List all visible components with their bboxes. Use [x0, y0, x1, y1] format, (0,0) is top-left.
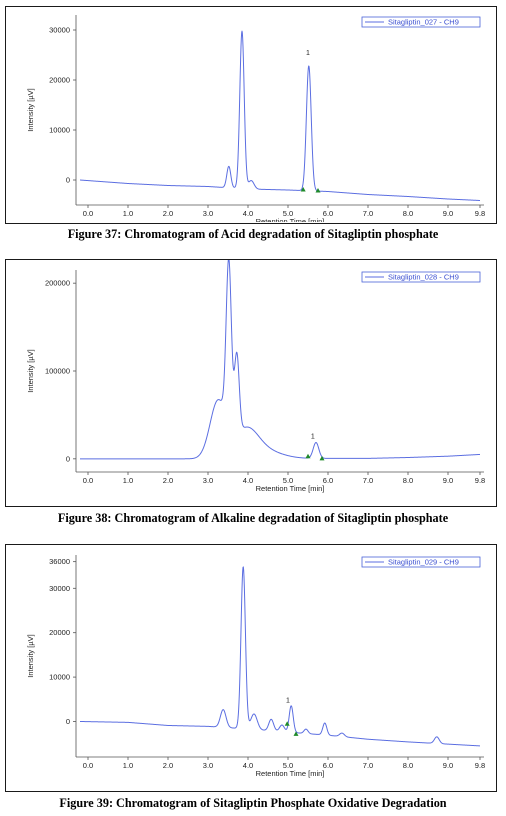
x-tick-label: 0.0 [83, 761, 93, 770]
figure-caption-oxidative: Figure 39: Chromatogram of Sitagliptin P… [59, 796, 447, 810]
y-tick-label: 20000 [49, 76, 70, 85]
y-axis-title: Intensity [µV] [26, 634, 35, 678]
x-tick-label: 1.0 [123, 209, 133, 218]
x-tick-label: 0.0 [83, 209, 93, 218]
x-tick-label: 3.0 [203, 209, 213, 218]
legend: Sitagliptin_029 - CH9 [361, 556, 481, 568]
peak-label: 1 [311, 433, 315, 440]
x-tick-label: 9.0 [443, 476, 453, 485]
chromatogram-alkaline: 0 100000 200000 0.0 1.0 2.0 3.0 4.0 5.0 6.0 7.0 8.0… [26, 260, 485, 493]
chart-panel-oxidative: 0 10000 20000 30000 36000 0.0 1.0 2.0 3.0 4.0 5.0 6… [5, 544, 497, 792]
integration-marker [315, 188, 321, 193]
legend-box [361, 556, 481, 568]
x-tick-label: 9.0 [443, 761, 453, 770]
x-tick-label: 7.0 [363, 761, 373, 770]
integration-marker [300, 187, 306, 192]
x-tick-label: 6.0 [323, 209, 333, 218]
x-axis-title: Retention Time [min] [256, 769, 325, 778]
axes: 0 10000 20000 30000 36000 0.0 1.0 2.0 3.0 4.0 5.0 6… [49, 555, 485, 770]
legend: Sitagliptin_027 - CH9 [361, 16, 481, 28]
x-tick-label: 5.0 [283, 476, 293, 485]
x-tick-label: 4.0 [243, 209, 253, 218]
x-tick-label: 4.0 [243, 476, 253, 485]
figure-caption-alkaline: Figure 38: Chromatogram of Alkaline degr… [57, 511, 449, 525]
axes: 0 10000 20000 30000 0.0 1.0 2.0 3.0 4.0 5.0 6.0 7.0… [49, 15, 485, 218]
x-tick-label: 6.0 [323, 761, 333, 770]
x-tick-label: 9.8 [475, 209, 485, 218]
x-tick-label: 9.8 [475, 476, 485, 485]
x-tick-label: 5.0 [283, 761, 293, 770]
y-tick-label: 100000 [45, 367, 70, 376]
y-axis-title: Intensity [µV] [26, 88, 35, 132]
chart-panel-alkaline: 0 100000 200000 0.0 1.0 2.0 3.0 4.0 5.0 6.0 7.0 8.0… [5, 259, 497, 507]
y-tick-label: 0 [66, 454, 70, 463]
x-axis-title: Retention Time [min] [256, 484, 325, 493]
x-tick-label: 7.0 [363, 476, 373, 485]
x-tick-label: 9.0 [443, 209, 453, 218]
y-tick-label: 36000 [49, 557, 70, 566]
x-tick-label: 0.0 [83, 476, 93, 485]
legend-label: Sitagliptin_027 - CH9 [388, 18, 459, 27]
legend-box [361, 16, 481, 28]
legend-label: Sitagliptin_028 - CH9 [388, 273, 459, 282]
integration-marker [284, 721, 290, 726]
y-tick-label: 200000 [45, 279, 70, 288]
y-tick-label: 30000 [49, 26, 70, 35]
y-tick-label: 10000 [49, 673, 70, 682]
series-line [79, 260, 481, 460]
x-axis-title: Retention Time [min] [256, 217, 325, 222]
x-tick-label: 1.0 [123, 761, 133, 770]
x-tick-label: 8.0 [403, 209, 413, 218]
x-tick-label: 5.0 [283, 209, 293, 218]
peak-label: 1 [306, 50, 310, 57]
x-tick-label: 3.0 [203, 761, 213, 770]
chromatogram-acid: 0 10000 20000 30000 0.0 1.0 2.0 3.0 4.0 5.0 6.0 7.0… [26, 15, 485, 222]
x-tick-label: 8.0 [403, 761, 413, 770]
chart-panel-acid: 0 10000 20000 30000 0.0 1.0 2.0 3.0 4.0 5.0 6.0 7.0… [5, 6, 497, 224]
x-tick-label: 9.8 [475, 761, 485, 770]
y-tick-label: 0 [66, 717, 70, 726]
y-tick-label: 30000 [49, 584, 70, 593]
x-tick-label: 7.0 [363, 209, 373, 218]
x-tick-label: 2.0 [163, 761, 173, 770]
peak-label: 1 [286, 698, 290, 705]
x-tick-label: 4.0 [243, 761, 253, 770]
x-tick-label: 2.0 [163, 476, 173, 485]
legend: Sitagliptin_028 - CH9 [361, 271, 481, 283]
x-tick-label: 2.0 [163, 209, 173, 218]
y-tick-label: 10000 [49, 126, 70, 135]
integration-marker [305, 453, 311, 459]
x-tick-label: 3.0 [203, 476, 213, 485]
x-tick-label: 1.0 [123, 476, 133, 485]
y-tick-label: 20000 [49, 628, 70, 637]
series-line [79, 30, 481, 201]
legend-box [361, 271, 481, 283]
series-line [79, 566, 481, 747]
legend-label: Sitagliptin_029 - CH9 [388, 558, 459, 567]
figure-caption-acid: Figure 37: Chromatogram of Acid degradat… [67, 227, 439, 241]
x-tick-label: 8.0 [403, 476, 413, 485]
y-axis-title: Intensity [µV] [26, 349, 35, 393]
x-tick-label: 6.0 [323, 476, 333, 485]
integration-marker [293, 731, 299, 736]
integration-marker [319, 455, 325, 461]
chromatogram-oxidative: 0 10000 20000 30000 36000 0.0 1.0 2.0 3.0 4.0 5.0 6… [26, 555, 485, 778]
axes: 0 100000 200000 0.0 1.0 2.0 3.0 4.0 5.0 6.0 7.0 8.0… [45, 270, 485, 485]
y-tick-label: 0 [66, 176, 70, 185]
